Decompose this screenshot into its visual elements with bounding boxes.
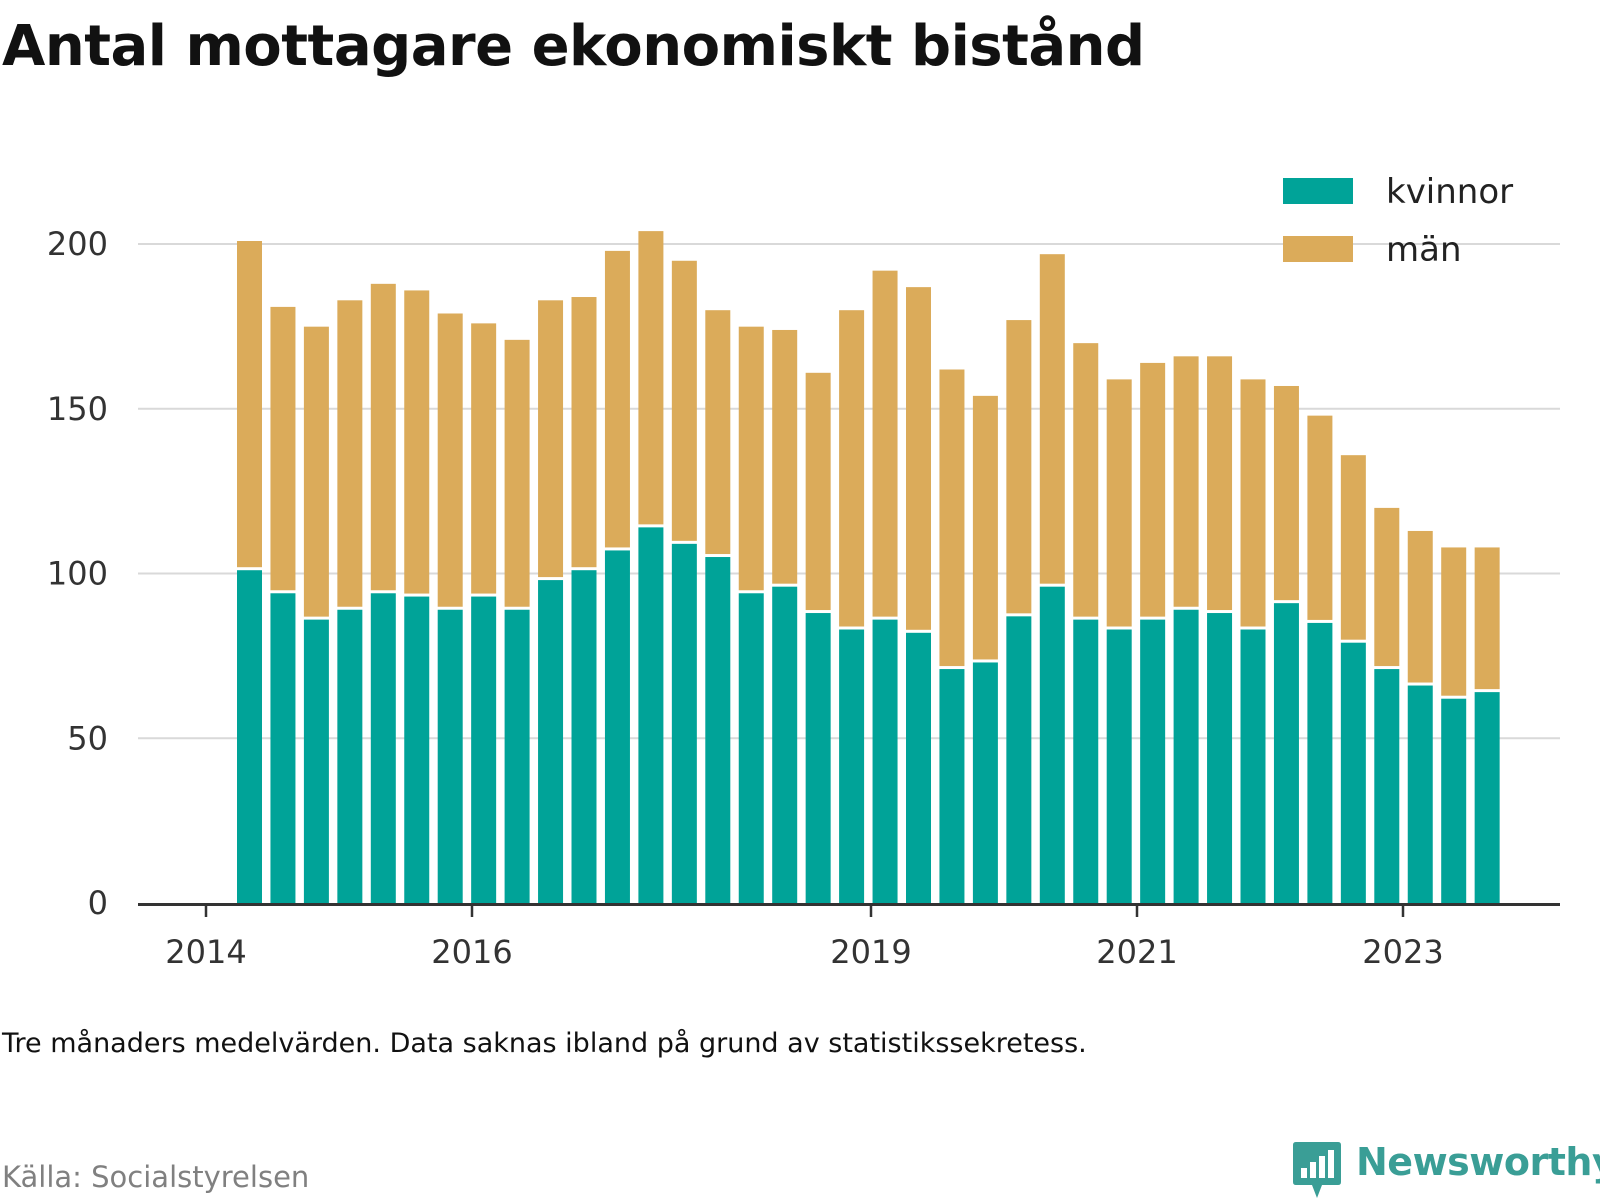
bar-kvinnor <box>337 609 363 903</box>
bar-man <box>471 323 497 594</box>
bar-man <box>1106 379 1132 627</box>
brand-name: Newsworthy <box>1356 1140 1600 1184</box>
bar-man <box>972 395 998 660</box>
bar-kvinnor <box>671 543 697 903</box>
x-tick-label: 2021 <box>1096 933 1177 971</box>
bar-man <box>1307 415 1333 620</box>
bar-kvinnor <box>437 609 463 903</box>
bar-man <box>337 300 363 607</box>
x-tick-label: 2023 <box>1362 933 1443 971</box>
bar-man <box>906 287 931 630</box>
bar-kvinnor <box>805 613 831 903</box>
bar-man <box>571 297 597 568</box>
bar-kvinnor <box>404 596 430 903</box>
chart-note: Tre månaders medelvärden. Data saknas ib… <box>2 1028 1087 1059</box>
bar-man <box>1173 356 1199 607</box>
bar-man <box>839 310 865 627</box>
bar-kvinnor <box>604 550 630 903</box>
bar-kvinnor <box>1441 698 1467 903</box>
bar-man <box>1207 356 1233 611</box>
bar-man <box>671 260 697 541</box>
bar-man <box>772 329 798 584</box>
bar-kvinnor <box>1374 669 1400 903</box>
bar-kvinnor <box>839 629 865 903</box>
bar-man <box>1474 547 1500 690</box>
newsworthy-brand[interactable]: Newsworthy <box>1292 1140 1600 1200</box>
bar-man <box>370 283 396 591</box>
bar-kvinnor <box>1273 603 1299 903</box>
bar-man <box>939 369 965 667</box>
stacked-bar-chart: 0 50 100 150 200 2014 2016 2019 2021 2023 kvinnor m… <box>47 172 1560 971</box>
chart-title: Antal mottagare ekonomiskt bistånd <box>2 14 1145 79</box>
source-label: Källa: Socialstyrelsen <box>2 1160 310 1194</box>
bar-kvinnor <box>370 593 396 903</box>
y-tick-label: 0 <box>88 884 108 922</box>
bar-kvinnor <box>1173 609 1199 903</box>
bar-kvinnor <box>1340 642 1366 903</box>
bar-kvinnor <box>538 580 564 903</box>
bar-kvinnor <box>1474 692 1500 903</box>
bar-man <box>303 326 329 617</box>
y-tick-label: 150 <box>47 390 108 428</box>
bar-kvinnor <box>939 669 965 903</box>
bar-kvinnor <box>1006 616 1032 903</box>
bar-man <box>1240 379 1266 627</box>
legend-kvinnor-swatch <box>1283 178 1353 204</box>
bar-man <box>738 326 764 591</box>
x-tick-label: 2016 <box>431 933 512 971</box>
bar-kvinnor <box>872 619 898 903</box>
bar-kvinnor <box>1140 619 1166 903</box>
bar-kvinnor <box>772 586 798 903</box>
legend-man-label: män <box>1386 230 1462 270</box>
bar-man <box>1006 320 1032 614</box>
bar-man <box>270 306 296 591</box>
bar-kvinnor <box>1240 629 1266 903</box>
bar-kvinnor <box>972 662 998 903</box>
bar-man <box>1073 343 1099 617</box>
bar-kvinnor <box>738 593 764 903</box>
bar-kvinnor <box>1407 685 1433 903</box>
x-tick-label: 2014 <box>165 933 246 971</box>
bar-man <box>705 310 731 555</box>
bar-kvinnor <box>906 632 931 903</box>
bar-kvinnor <box>270 593 296 903</box>
bar-man <box>1340 455 1366 640</box>
y-tick-label: 50 <box>67 719 108 757</box>
bar-kvinnor <box>1106 629 1132 903</box>
bar-man <box>872 270 898 617</box>
y-tick-label: 200 <box>47 225 108 263</box>
bar-man <box>237 241 262 568</box>
bar-man <box>638 231 664 525</box>
y-tick-label: 100 <box>47 555 108 593</box>
bar-kvinnor <box>638 527 664 903</box>
bar-man <box>404 290 430 594</box>
bar-kvinnor <box>303 619 329 903</box>
bar-man <box>437 313 463 607</box>
bar-man <box>1039 254 1065 584</box>
bar-kvinnor <box>705 557 731 903</box>
bar-kvinnor <box>471 596 497 903</box>
bar-kvinnor <box>504 609 530 903</box>
bar-chart-speech-bubble-icon <box>1293 1142 1341 1198</box>
bar-man <box>1140 362 1166 617</box>
bar-kvinnor <box>1307 622 1333 903</box>
bar-man <box>504 339 530 607</box>
bar-man <box>538 300 564 578</box>
bar-man <box>604 250 630 548</box>
bar-kvinnor <box>1039 586 1065 903</box>
bar-kvinnor <box>237 570 262 903</box>
legend-kvinnor-label: kvinnor <box>1386 172 1513 212</box>
bar-man <box>805 372 831 611</box>
bar-man <box>1441 547 1467 696</box>
bar-man <box>1273 385 1299 601</box>
bar-man <box>1407 530 1433 683</box>
x-tick-label: 2019 <box>830 933 911 971</box>
legend-man-swatch <box>1283 236 1353 262</box>
bar-man <box>1374 507 1400 667</box>
bar-kvinnor <box>1073 619 1099 903</box>
bar-kvinnor <box>571 570 597 903</box>
bar-kvinnor <box>1207 613 1233 903</box>
